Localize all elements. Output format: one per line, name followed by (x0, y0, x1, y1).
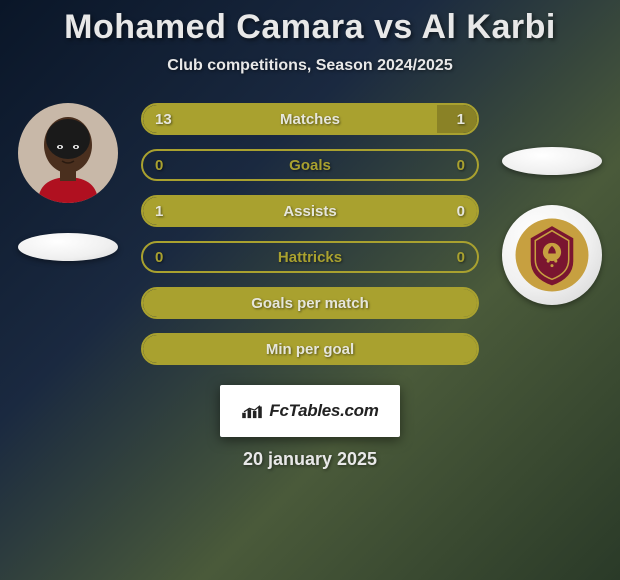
right-club-badge (502, 205, 602, 305)
stat-right-value: 1 (457, 111, 465, 128)
stat-left-value: 1 (155, 203, 163, 220)
stat-right-value: 0 (457, 249, 465, 266)
subtitle: Club competitions, Season 2024/2025 (167, 57, 452, 75)
stat-row: Min per goal (141, 333, 479, 365)
stat-label: Assists (283, 203, 336, 220)
stat-left-value: 13 (155, 111, 172, 128)
stat-row: 13 Matches 1 (141, 103, 479, 135)
left-club-oval (18, 233, 118, 261)
stat-label: Goals (289, 157, 331, 174)
left-player-col (13, 103, 123, 261)
stat-label: Goals per match (251, 295, 369, 312)
brand-badge: FcTables.com (220, 385, 400, 437)
stat-label: Matches (280, 111, 340, 128)
stats-column: 13 Matches 1 0 Goals 0 1 Assists 0 0 Hattricks 0 Goa… (141, 103, 479, 365)
date-text: 20 january 2025 (243, 449, 377, 470)
stat-right-value: 0 (457, 157, 465, 174)
right-player-col (497, 103, 607, 305)
stat-row: 1 Assists 0 (141, 195, 479, 227)
brand-text: FcTables.com (269, 401, 378, 421)
stat-left-value: 0 (155, 157, 163, 174)
stat-right-value: 0 (457, 203, 465, 220)
stat-row: Goals per match (141, 287, 479, 319)
stat-label: Min per goal (266, 341, 354, 358)
left-player-photo (18, 103, 118, 203)
stat-row: 0 Hattricks 0 (141, 241, 479, 273)
stat-label: Hattricks (278, 249, 342, 266)
stat-row: 0 Goals 0 (141, 149, 479, 181)
right-player-oval (502, 147, 602, 175)
stat-left-value: 0 (155, 249, 163, 266)
chart-icon (241, 403, 263, 419)
comparison-row: 13 Matches 1 0 Goals 0 1 Assists 0 0 Hattricks 0 Goa… (0, 103, 620, 365)
page-title: Mohamed Camara vs Al Karbi (64, 8, 556, 47)
